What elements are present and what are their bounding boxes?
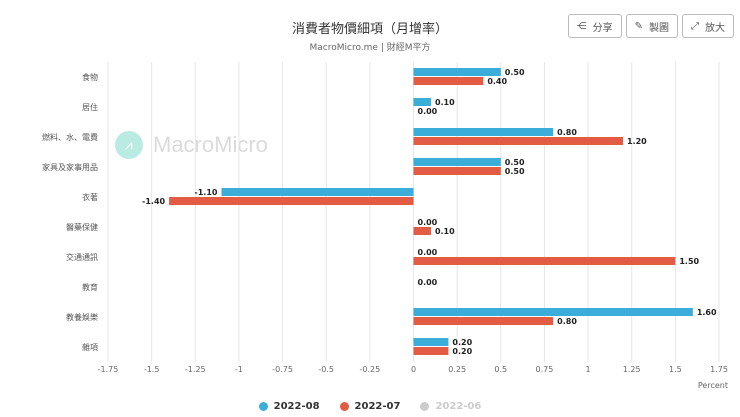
data-label: 0.00 (418, 248, 438, 257)
data-label: -1.10 (194, 188, 217, 197)
category-label: 食物 (82, 72, 98, 82)
x-tick-label: -1.5 (144, 365, 160, 374)
bar-2022-08 (413, 68, 501, 76)
data-label: 1.20 (627, 137, 647, 146)
expand-button[interactable]: ⤢ 放大 (682, 14, 734, 38)
expand-label: 放大 (705, 22, 725, 34)
x-tick-label: -0.5 (318, 365, 334, 374)
watermark-text: MacroMicro (153, 132, 268, 157)
data-label: 1.50 (679, 257, 699, 266)
bar-2022-08 (413, 98, 431, 106)
chart-title: 消費者物價細項（月增率） (291, 22, 448, 37)
data-label: 0.40 (487, 77, 507, 86)
chart-subtitle: MacroMicro.me | 財經M平方 (309, 43, 431, 53)
share-button[interactable]: ⋲ 分享 (567, 14, 622, 38)
category-label: 燃料、水、電費 (42, 132, 98, 142)
x-tick-label: 0.25 (448, 365, 466, 374)
x-tick-label: 1.5 (669, 365, 682, 374)
data-label: 0.50 (505, 167, 525, 176)
expand-icon: ⤢ (691, 20, 699, 32)
data-label: 0.80 (557, 128, 577, 137)
data-label: 0.00 (418, 107, 438, 116)
watermark: ⩘ MacroMicro (115, 131, 268, 159)
data-label: 0.00 (418, 218, 438, 227)
legend-label: 2022-07 (354, 401, 401, 412)
legend-item-2022-08[interactable]: 2022-08 (258, 401, 320, 412)
category-label: 交通通訊 (66, 252, 98, 262)
draw-button[interactable]: ✎ 製圖 (625, 14, 678, 38)
share-icon: ⋲ (576, 20, 587, 32)
x-tick-label: -1.75 (98, 365, 119, 374)
category-label: 教育 (82, 282, 98, 292)
legend-dot (420, 402, 430, 411)
logo-icon: ⩘ (115, 131, 143, 159)
bar-2022-08 (221, 188, 414, 196)
x-tick-label: -0.75 (272, 365, 293, 374)
x-tick-label: 0 (411, 365, 416, 374)
bar-2022-07 (169, 197, 414, 205)
bar-chart: -1.75 -1.5 -1.25 -1 -0.75 -0.5 -0.25 0 0.25 0.5 0.… (42, 62, 728, 390)
bar-2022-08 (413, 128, 554, 136)
bar-2022-07 (413, 257, 676, 265)
x-tick-label: 0.75 (536, 365, 554, 374)
category-label: 居住 (82, 102, 98, 112)
bar-2022-08 (413, 308, 693, 316)
bar-2022-07 (413, 347, 449, 355)
legend-label: 2022-08 (273, 401, 320, 412)
x-tick-label: 0.5 (494, 365, 507, 374)
data-label: 0.20 (452, 338, 472, 347)
legend-item-2022-06[interactable]: 2022-06 (420, 401, 481, 412)
legend: 2022-08 2022-07 2022-06 (0, 401, 740, 412)
category-label: 衣著 (82, 192, 98, 202)
draw-label: 製圖 (649, 22, 669, 34)
category-label: 雜項 (82, 342, 98, 352)
data-label: 0.00 (418, 278, 438, 287)
legend-label: 2022-06 (435, 401, 482, 412)
pencil-icon: ✎ (634, 20, 643, 32)
data-label: 0.10 (435, 98, 455, 107)
bar-2022-07 (413, 77, 484, 85)
data-label: 0.20 (452, 347, 472, 356)
x-axis-label: Percent (698, 381, 728, 390)
bar-2022-08 (413, 338, 449, 346)
x-tick-label: 1 (586, 365, 591, 374)
category-label: 醫藥保健 (66, 222, 98, 232)
category-label: 教養娛樂 (66, 312, 98, 322)
x-tick-label: 1.75 (710, 365, 728, 374)
x-tick-label: -1.25 (185, 365, 206, 374)
x-tick-label: -0.25 (360, 365, 381, 374)
x-tick-label: -1 (235, 365, 243, 374)
bar-2022-07 (413, 167, 501, 175)
bar-2022-07 (413, 227, 431, 235)
data-label: 0.80 (557, 317, 577, 326)
bar-2022-08 (413, 158, 501, 166)
data-label: -1.40 (142, 197, 165, 206)
legend-dot (339, 402, 349, 411)
bar-2022-07 (413, 137, 623, 145)
legend-item-2022-07[interactable]: 2022-07 (339, 401, 401, 412)
data-label: 0.50 (505, 68, 525, 77)
share-label: 分享 (592, 22, 613, 34)
data-label: 0.10 (435, 227, 455, 236)
legend-dot (258, 402, 268, 411)
x-tick-label: 1.25 (623, 365, 641, 374)
category-label: 家具及家事用品 (42, 162, 98, 172)
data-label: 0.50 (505, 158, 525, 167)
data-label: 1.60 (697, 308, 717, 317)
bar-2022-07 (413, 317, 554, 325)
